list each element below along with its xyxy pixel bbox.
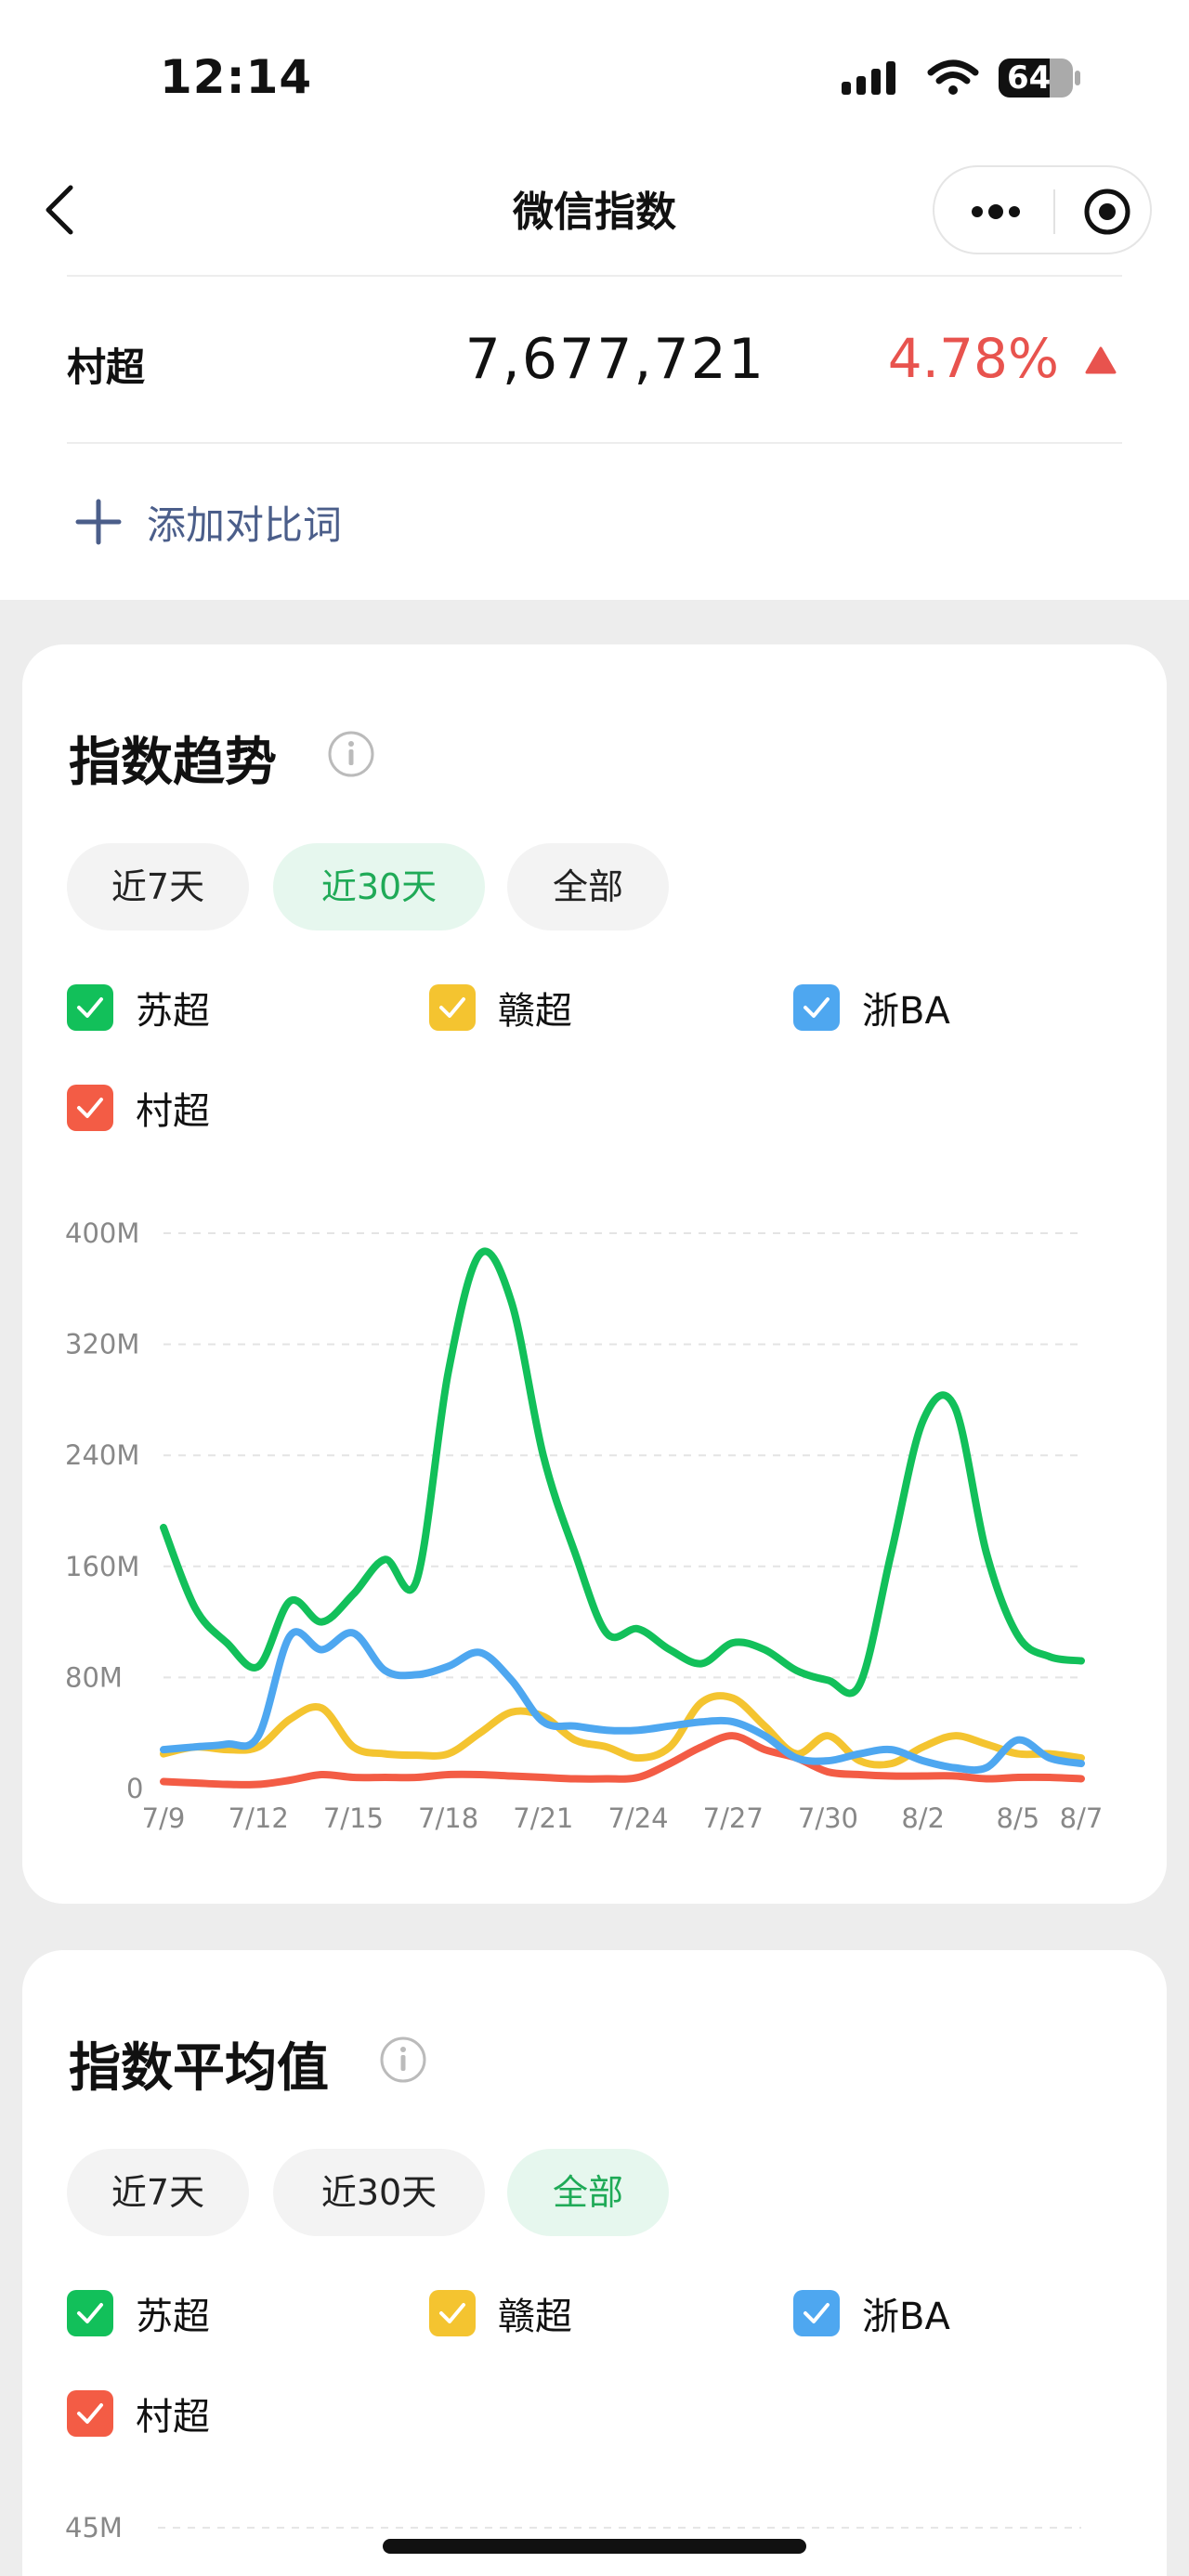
checkbox-checked-icon xyxy=(429,984,476,1031)
keyword-change-percent: 4.78% xyxy=(887,327,1059,390)
tab-30-days[interactable]: 近30天 xyxy=(273,2149,485,2236)
x-tick-label: 7/24 xyxy=(608,1802,668,1834)
divider xyxy=(67,275,1122,277)
status-time: 12:14 xyxy=(160,50,313,104)
trend-line-chart[interactable]: 0 80M 160M 240M 320M 400M 7/9 7/12 7/15 7/18 7/21 7… xyxy=(22,644,1167,1904)
checkbox-checked-icon xyxy=(67,2390,113,2437)
legend-gan-chao[interactable]: 赣超 xyxy=(429,981,572,1034)
trend-title: 指数趋势 xyxy=(69,733,277,793)
close-target-icon[interactable] xyxy=(1083,188,1131,236)
legend-zhe-ba[interactable]: 浙BA xyxy=(793,2286,950,2340)
keyword-name: 村超 xyxy=(67,345,146,390)
add-compare-button[interactable]: 添加对比词 xyxy=(74,496,342,548)
page-title: 微信指数 xyxy=(513,189,676,236)
series-line-2[interactable] xyxy=(160,1628,1085,1775)
legend-label: 浙BA xyxy=(862,2296,950,2338)
series-line-3[interactable] xyxy=(160,1732,1085,1789)
checkbox-checked-icon xyxy=(67,984,113,1031)
average-card: 指数平均值 近7天 近30天 全部 苏超 赣超 浙BA 村超 45M xyxy=(22,1950,1167,2576)
x-tick-label: 7/27 xyxy=(703,1802,764,1834)
legend-label: 浙BA xyxy=(862,990,950,1033)
legend-cun-chao[interactable]: 村超 xyxy=(67,1081,210,1135)
legend-label: 苏超 xyxy=(136,990,210,1033)
x-tick-label: 8/7 xyxy=(1060,1802,1104,1834)
y-tick-label: 400M xyxy=(65,1217,139,1249)
trend-card: 指数趋势 近7天 近30天 全部 苏超 赣超 浙BA 村超 0 80M 160M 24… xyxy=(22,644,1167,1904)
tab-7-days[interactable]: 近7天 xyxy=(67,843,249,930)
battery-level: 64 xyxy=(1007,59,1052,97)
y-tick-label: 320M xyxy=(65,1329,139,1360)
checkbox-checked-icon xyxy=(67,1085,113,1131)
legend-label: 村超 xyxy=(136,2396,210,2439)
average-chart: 45M xyxy=(65,2512,1081,2543)
tab-30-days[interactable]: 近30天 xyxy=(273,843,485,930)
mini-program-capsule xyxy=(933,165,1152,254)
checkbox-checked-icon xyxy=(67,2290,113,2336)
legend-zhe-ba[interactable]: 浙BA xyxy=(793,981,950,1034)
x-tick-label: 7/15 xyxy=(323,1802,384,1834)
legend-label: 赣超 xyxy=(498,2296,572,2338)
x-tick-label: 8/5 xyxy=(997,1802,1040,1834)
add-compare-label: 添加对比词 xyxy=(147,501,343,548)
y-tick-label: 160M xyxy=(65,1551,139,1582)
tab-all[interactable]: 全部 xyxy=(507,2149,669,2236)
keyword-index-value: 7,677,721 xyxy=(464,327,765,392)
series-line-0[interactable] xyxy=(160,1247,1085,1698)
legend-su-chao[interactable]: 苏超 xyxy=(67,2286,210,2340)
x-tick-label: 7/9 xyxy=(142,1802,186,1834)
average-title: 指数平均值 xyxy=(69,2038,329,2099)
legend-label: 赣超 xyxy=(498,990,572,1033)
tab-all[interactable]: 全部 xyxy=(507,843,669,930)
x-tick-label: 8/2 xyxy=(901,1802,945,1834)
keyword-row[interactable]: 村超 7,677,721 4.78% xyxy=(0,318,1189,407)
info-icon[interactable] xyxy=(327,730,375,778)
legend-cun-chao[interactable]: 村超 xyxy=(67,2387,210,2440)
wifi-icon xyxy=(927,59,979,95)
checkbox-checked-icon xyxy=(793,984,840,1031)
home-indicator xyxy=(383,2539,806,2554)
legend-label: 村超 xyxy=(136,1090,210,1133)
x-tick-label: 7/18 xyxy=(418,1802,478,1834)
x-tick-label: 7/21 xyxy=(513,1802,573,1834)
y-tick-label: 0 xyxy=(126,1773,143,1804)
checkbox-checked-icon xyxy=(793,2290,840,2336)
y-tick-label: 80M xyxy=(65,1661,123,1693)
y-tick-label: 45M xyxy=(65,2512,123,2543)
header-panel: 12:14 64 微信指数 村超 7,677,721 4.78% xyxy=(0,0,1189,600)
capsule-divider xyxy=(1053,189,1055,234)
tab-7-days[interactable]: 近7天 xyxy=(67,2149,249,2236)
checkbox-checked-icon xyxy=(429,2290,476,2336)
divider xyxy=(67,442,1122,444)
x-tick-label: 7/12 xyxy=(229,1802,289,1834)
back-arrow-icon[interactable] xyxy=(41,182,78,238)
series-line-1[interactable] xyxy=(160,1692,1085,1769)
legend-su-chao[interactable]: 苏超 xyxy=(67,981,210,1034)
info-icon[interactable] xyxy=(379,2036,427,2084)
y-tick-label: 240M xyxy=(65,1439,139,1471)
more-icon[interactable] xyxy=(968,201,1024,223)
legend-label: 苏超 xyxy=(136,2296,210,2338)
legend-gan-chao[interactable]: 赣超 xyxy=(429,2286,572,2340)
battery-indicator: 64 xyxy=(998,58,1081,98)
x-tick-label: 7/30 xyxy=(798,1802,858,1834)
trend-up-icon xyxy=(1085,346,1117,374)
plus-icon xyxy=(75,499,122,545)
cellular-signal-icon xyxy=(842,61,895,95)
